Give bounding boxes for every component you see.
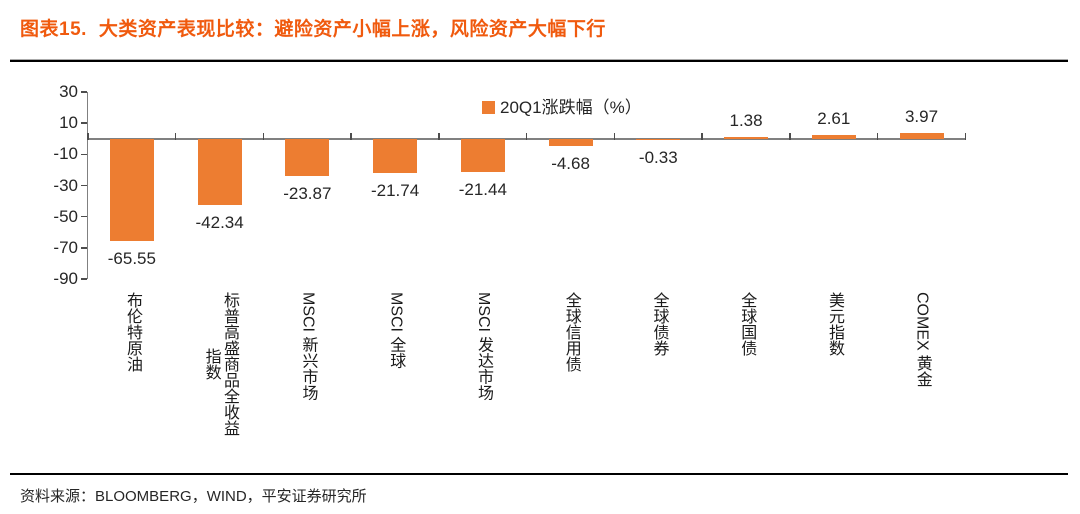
x-axis-tick	[87, 132, 89, 140]
value-label: -21.44	[458, 180, 507, 200]
y-axis-tick	[81, 153, 87, 156]
x-axis-tick	[789, 132, 791, 140]
y-axis-label: -30	[53, 175, 78, 195]
x-axis-tick	[525, 132, 528, 140]
value-label: -42.34	[195, 212, 244, 232]
x-axis-tick	[701, 132, 703, 140]
bar	[460, 138, 505, 173]
category-label-text: 美元指数	[825, 292, 843, 356]
footer-divider	[10, 473, 1068, 475]
chart-legend: 20Q1涨跌幅（%）	[482, 97, 642, 118]
category-label-text: MSCI 新兴市场	[299, 292, 317, 401]
legend-marker-icon	[482, 101, 495, 114]
x-axis-tick	[438, 132, 440, 140]
value-label: -21.74	[370, 180, 420, 200]
category-label: 标普高盛商品全收益 指数	[175, 292, 265, 441]
category-label-text: 全球国债	[738, 292, 756, 356]
category-label-text: 布伦特原油	[124, 292, 142, 372]
page-title: 图表15. 大类资产表现比较：避险资产小幅上涨，风险资产大幅下行	[20, 14, 606, 41]
category-label-text: MSCI 全球	[387, 292, 405, 369]
category-label-text: 全球债券	[650, 292, 668, 356]
legend-label: 20Q1涨跌幅（%）	[500, 98, 642, 117]
value-label: -23.87	[283, 183, 332, 203]
y-axis-tick	[81, 215, 87, 218]
bar	[109, 138, 154, 241]
y-axis-tick	[81, 184, 87, 187]
category-label: MSCI 全球	[350, 292, 440, 373]
bar	[285, 138, 330, 176]
y-axis-label: -70	[53, 237, 78, 257]
bar	[197, 138, 242, 205]
value-label: 1.38	[729, 110, 763, 130]
y-axis-tick	[81, 247, 87, 249]
category-label: 全球债券	[613, 292, 703, 361]
bar	[899, 132, 944, 139]
y-axis-label: 10	[59, 113, 78, 133]
figure-number: 图表15.	[20, 19, 87, 40]
header-divider	[10, 59, 1068, 62]
category-label-text: MSCI 发达市场	[475, 292, 493, 401]
category-label: COMEX 黄金	[877, 292, 967, 392]
y-axis-tick	[81, 91, 87, 93]
source-text: 资料来源：BLOOMBERG，WIND，平安证券研究所	[20, 488, 367, 505]
category-label-text: 全球信用债	[562, 292, 580, 372]
y-axis-label: -10	[53, 144, 78, 164]
x-axis-tick	[876, 132, 879, 140]
value-label: -65.55	[107, 248, 156, 268]
bar	[373, 138, 418, 173]
x-axis-tick	[262, 132, 265, 140]
y-axis-tick	[81, 278, 87, 280]
category-label-text: COMEX 黄金	[913, 292, 931, 388]
figure-title-text: 大类资产表现比较：避险资产小幅上涨，风险资产大幅下行	[98, 19, 606, 40]
bar	[811, 134, 856, 139]
category-label: MSCI 新兴市场	[262, 292, 352, 405]
x-axis-tick	[174, 132, 177, 140]
y-axis-line	[86, 92, 88, 279]
category-label: 美元指数	[789, 292, 879, 361]
x-axis-tick	[964, 132, 967, 140]
value-label: -4.68	[551, 154, 590, 174]
category-label: 全球信用债	[526, 292, 616, 377]
category-label: MSCI 发达市场	[438, 292, 528, 405]
category-label-text: 标普高盛商品全收益 指数	[202, 292, 238, 436]
bar	[724, 136, 769, 139]
x-axis-tick	[613, 132, 616, 140]
value-label: 3.97	[904, 106, 939, 126]
value-label: -0.33	[638, 147, 678, 167]
x-axis-tick	[350, 132, 352, 140]
y-axis-label: -90	[53, 269, 78, 288]
category-label: 全球国债	[701, 292, 791, 361]
bar	[548, 138, 593, 147]
y-axis-label: 30	[59, 82, 78, 101]
value-label: 2.61	[817, 108, 851, 128]
bar	[636, 138, 681, 140]
category-label: 布伦特原油	[87, 292, 177, 377]
y-axis-tick	[81, 122, 87, 124]
y-axis-label: -50	[53, 206, 78, 226]
